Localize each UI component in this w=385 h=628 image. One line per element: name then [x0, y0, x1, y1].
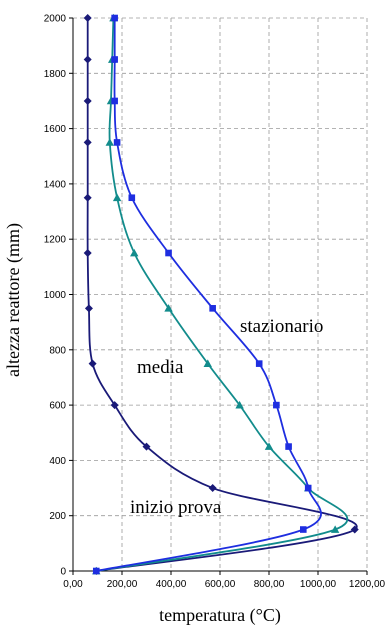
- series-line-stazionario: [96, 18, 322, 572]
- data-point-inizio-prova: [110, 401, 119, 410]
- series-label-media: media: [137, 357, 184, 378]
- x-tick-label: 600,00: [205, 579, 236, 590]
- data-point-stazionario: [111, 56, 118, 63]
- y-tick-label: 0: [60, 567, 66, 578]
- series: [83, 13, 359, 575]
- data-point-stazionario: [113, 139, 121, 146]
- data-point-inizio-prova: [350, 525, 359, 534]
- data-point-inizio-prova: [83, 193, 92, 202]
- data-point-stazionario: [111, 14, 118, 22]
- x-tick-label: 400,00: [156, 579, 187, 590]
- data-point-stazionario: [300, 526, 307, 533]
- y-tick-label: 2000: [44, 14, 67, 25]
- y-tick-label: 1600: [44, 124, 67, 135]
- data-point-stazionario: [209, 305, 216, 312]
- y-tick-label: 800: [49, 345, 66, 356]
- x-tick-label: 1000,00: [300, 579, 337, 590]
- data-point-stazionario: [165, 249, 172, 257]
- series-line-inizio-prova: [86, 18, 358, 572]
- data-point-inizio-prova: [83, 14, 92, 22]
- y-tick-label: 400: [49, 456, 66, 467]
- series-line-media: [96, 17, 349, 572]
- data-point-stazionario: [111, 97, 118, 105]
- data-point-media: [130, 248, 139, 257]
- grid-lines: [73, 17, 368, 571]
- x-tick-label: 1200,00: [349, 579, 385, 590]
- x-tick-label: 800,00: [254, 579, 285, 590]
- data-point-inizio-prova: [88, 359, 97, 368]
- data-point-inizio-prova: [83, 96, 92, 105]
- data-point-media: [235, 400, 244, 409]
- data-point-inizio-prova: [83, 55, 92, 64]
- data-point-stazionario: [128, 194, 136, 202]
- tick-labels: 0,00 200,00 400,00 600,00 800,00 1000,00 1200,…: [44, 14, 385, 591]
- data-point-media: [164, 304, 173, 312]
- data-point-media: [105, 138, 114, 146]
- data-point-inizio-prova: [142, 442, 151, 451]
- data-point-inizio-prova: [208, 484, 217, 493]
- x-tick-label: 0,00: [63, 579, 83, 590]
- data-point-media: [264, 442, 274, 450]
- x-axis-title: temperatura (°C): [159, 605, 281, 626]
- data-point-stazionario: [304, 484, 312, 492]
- y-tick-label: 1400: [44, 179, 67, 190]
- y-axis-title: altezza reattore (mm): [3, 223, 24, 377]
- data-point-media: [112, 193, 122, 202]
- data-point-inizio-prova: [83, 138, 92, 147]
- axes: [69, 17, 368, 575]
- y-tick-label: 1800: [44, 69, 67, 80]
- data-point-stazionario: [255, 360, 263, 367]
- data-point-inizio-prova: [83, 249, 92, 258]
- y-tick-label: 600: [49, 401, 66, 412]
- data-point-inizio-prova: [84, 304, 93, 313]
- data-point-media: [203, 359, 212, 367]
- y-tick-label: 1000: [44, 290, 67, 301]
- y-tick-label: 1200: [44, 235, 67, 246]
- data-point-stazionario: [273, 401, 280, 409]
- data-point-media: [330, 525, 340, 533]
- data-point-stazionario: [92, 567, 100, 575]
- series-label-stazionario: stazionario: [240, 316, 323, 337]
- y-tick-label: 200: [49, 511, 66, 522]
- data-point-stazionario: [285, 443, 292, 450]
- series-label-inizio-prova: inizio prova: [130, 497, 222, 518]
- x-tick-label: 200,00: [107, 579, 138, 590]
